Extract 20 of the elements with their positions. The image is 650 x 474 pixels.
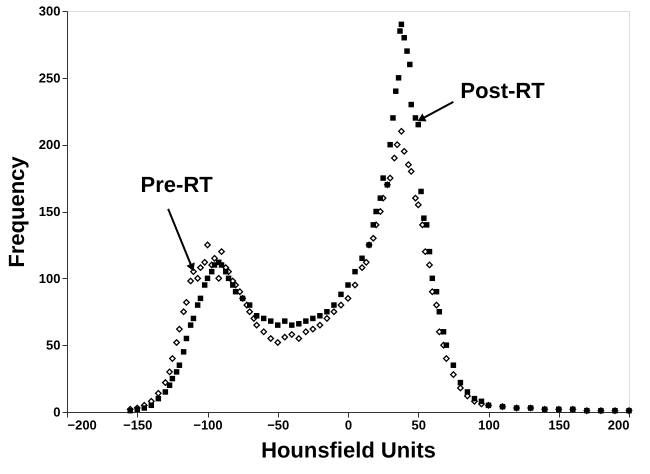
y-tick-label: 300: [38, 4, 60, 18]
x-tick-label: 0: [344, 418, 352, 432]
x-axis-title: Hounsfield Units: [261, 438, 436, 462]
text: Pre-RT: [140, 172, 214, 197]
x-tick-label: −50: [267, 418, 290, 432]
y-axis-title: Frequency: [4, 156, 29, 268]
series-label: Post-RT: [460, 78, 546, 104]
y-tick-label: 250: [38, 70, 60, 86]
x-tick-label: −150: [123, 418, 152, 432]
x-tick-label: 200: [608, 418, 630, 432]
y-tick-label: 100: [38, 270, 60, 286]
x-tick-label: −100: [193, 418, 223, 432]
x-tick-label: 100: [478, 418, 500, 432]
x-tick-label: −200: [68, 418, 97, 432]
y-tick-label: 150: [38, 204, 60, 219]
x-tick-label: 150: [548, 418, 570, 432]
y-tick-label: 200: [38, 137, 60, 152]
x-tick-label: 50: [412, 418, 426, 432]
y-tick-label: 0: [53, 404, 60, 420]
y-tick-label: 50: [46, 338, 60, 353]
